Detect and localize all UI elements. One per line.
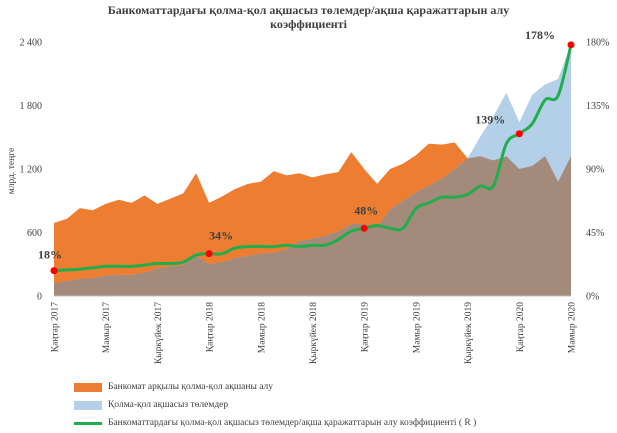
x-tick-label: Қыркүйек 2018 — [308, 302, 319, 364]
y-left-axis-label: млрд. теңге — [7, 148, 17, 194]
data-label: 139% — [475, 113, 505, 127]
series-line-ratio — [53, 44, 573, 273]
chart-title-line1: Банкоматтардағы қолма-қол ақшасыз төлемд… — [107, 3, 510, 17]
y-left-tick-label: 1 200 — [20, 165, 43, 176]
legend-item-ratio: Банкоматтардағы қолма-қол ақшасыз төлемд… — [74, 418, 476, 428]
y-right-tick-label: 45% — [586, 228, 604, 239]
legend-swatch-ratio — [74, 421, 102, 425]
chart-title-line2: коэффициенті — [270, 17, 347, 31]
x-tick-label: Мамыр 2018 — [257, 302, 267, 353]
x-tick-label: Мамыр 2019 — [412, 302, 422, 353]
series-area-overlap — [54, 156, 571, 296]
x-tick-label: Қаңтар 2019 — [361, 302, 371, 352]
y-left-tick-label: 1 800 — [20, 101, 43, 112]
data-point-marker — [205, 250, 213, 258]
data-label: 34% — [209, 229, 233, 243]
legend-label-cashless: Қолма-қол ақшасыз төлемдер — [108, 400, 229, 410]
legend-item-cashless: Қолма-қол ақшасыз төлемдер — [74, 400, 228, 410]
x-tick-label: Мамыр 2020 — [568, 302, 578, 353]
y-right-tick-label: 0% — [586, 292, 599, 303]
legend-label-withdrawals: Банкомат арқылы қолма-қол ақшаны алу — [108, 382, 274, 392]
x-tick-label: Қыркүйек 2019 — [463, 302, 474, 364]
x-tick-label: Қаңтар 2020 — [516, 302, 526, 352]
y-right-tick-label: 90% — [586, 165, 604, 176]
legend-item-withdrawals: Банкомат арқылы қолма-қол ақшаны алу — [74, 382, 273, 392]
data-label: 18% — [38, 248, 62, 262]
data-point-marker — [515, 130, 523, 138]
x-tick-label: Мамыр 2017 — [102, 302, 112, 353]
y-right-tick-label: 135% — [586, 101, 609, 112]
y-right-tick-label: 180% — [586, 38, 609, 49]
x-tick-label: Қаңтар 2018 — [206, 302, 216, 352]
y-left-tick-label: 600 — [27, 228, 42, 239]
y-left-tick-label: 0 — [37, 292, 42, 303]
y-left-tick-label: 2 400 — [20, 38, 43, 49]
data-label: 178% — [525, 28, 555, 42]
data-point-marker — [50, 267, 58, 275]
legend-swatch-withdrawals — [74, 382, 102, 392]
data-label: 48% — [354, 203, 378, 217]
data-point-marker — [567, 41, 575, 49]
legend-label-ratio: Банкоматтардағы қолма-қол ақшасыз төлемд… — [108, 418, 477, 428]
legend-swatch-cashless — [74, 400, 102, 410]
data-point-marker — [360, 224, 368, 232]
x-tick-label: Қаңтар 2017 — [51, 302, 61, 352]
x-tick-label: Қыркүйек 2017 — [153, 302, 164, 364]
